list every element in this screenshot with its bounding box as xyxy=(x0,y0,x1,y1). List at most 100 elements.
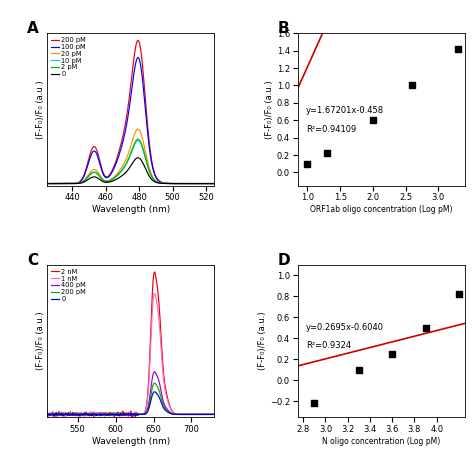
400 pM xyxy=(97,410,103,416)
400 pM xyxy=(195,411,201,417)
200 pM xyxy=(152,380,157,386)
Y-axis label: (F-F₀)/F₀ (a.u.): (F-F₀)/F₀ (a.u.) xyxy=(36,311,45,370)
2 pM xyxy=(171,181,176,186)
2 pM xyxy=(120,166,126,172)
2 pM xyxy=(143,157,149,163)
X-axis label: ORF1ab oligo concentration (Log pM): ORF1ab oligo concentration (Log pM) xyxy=(310,205,452,214)
2 nM xyxy=(85,411,91,417)
Line: 1 nM: 1 nM xyxy=(47,293,214,417)
200 pM xyxy=(175,411,181,417)
200 pM xyxy=(120,133,126,139)
Point xyxy=(304,160,311,168)
1 nM xyxy=(211,411,217,417)
0 xyxy=(98,411,103,417)
Point xyxy=(310,400,318,407)
400 pM xyxy=(91,411,97,417)
0 xyxy=(156,180,162,186)
0 xyxy=(143,167,149,173)
Line: 400 pM: 400 pM xyxy=(47,372,214,416)
100 pM xyxy=(211,181,217,186)
200 pM xyxy=(156,178,162,184)
20 pM xyxy=(156,180,162,185)
10 pM xyxy=(87,172,93,177)
10 pM xyxy=(156,180,162,186)
Line: 10 pM: 10 pM xyxy=(47,141,214,183)
10 pM xyxy=(211,181,217,186)
200 pM xyxy=(51,413,56,419)
Line: 2 pM: 2 pM xyxy=(47,139,214,183)
Line: 200 pM: 200 pM xyxy=(47,383,214,416)
200 pM xyxy=(45,181,50,186)
100 pM xyxy=(74,180,80,186)
20 pM xyxy=(143,152,149,157)
1 nM xyxy=(155,304,160,310)
100 pM xyxy=(120,139,126,145)
X-axis label: N oligo concentration (Log pM): N oligo concentration (Log pM) xyxy=(322,437,440,446)
Text: R²=0.94109: R²=0.94109 xyxy=(306,125,356,134)
200 pM xyxy=(98,411,103,417)
2 nM xyxy=(91,410,97,416)
X-axis label: Wavelength (nm): Wavelength (nm) xyxy=(91,205,170,214)
Legend: 2 nM, 1 nM, 400 pM, 200 pM, 0: 2 nM, 1 nM, 400 pM, 200 pM, 0 xyxy=(51,268,87,302)
0 xyxy=(74,181,80,186)
2 pM xyxy=(74,181,80,186)
Point xyxy=(455,291,463,298)
200 pM xyxy=(171,181,176,186)
200 pM xyxy=(143,104,149,109)
2 nM xyxy=(175,411,181,417)
2 nM xyxy=(152,269,157,275)
0 xyxy=(51,413,57,419)
20 pM xyxy=(171,181,176,186)
0 xyxy=(211,181,217,186)
Line: 0: 0 xyxy=(47,158,214,183)
200 pM xyxy=(211,411,217,417)
2 nM xyxy=(111,414,117,419)
Y-axis label: (F-F₀)/F₀ (a.u.): (F-F₀)/F₀ (a.u.) xyxy=(36,80,45,139)
200 pM xyxy=(45,411,50,417)
20 pM xyxy=(211,181,217,186)
2 nM xyxy=(195,411,201,417)
400 pM xyxy=(85,411,91,417)
2 nM xyxy=(45,410,50,415)
Line: 2 nM: 2 nM xyxy=(47,272,214,417)
0 xyxy=(152,389,157,395)
200 pM xyxy=(211,181,217,186)
10 pM xyxy=(143,158,149,164)
400 pM xyxy=(155,374,160,380)
Line: 200 pM: 200 pM xyxy=(47,40,214,183)
0 xyxy=(171,181,176,186)
Text: y=0.2695x-0.6040: y=0.2695x-0.6040 xyxy=(306,323,384,332)
Text: A: A xyxy=(27,21,39,36)
Line: 100 pM: 100 pM xyxy=(47,57,214,183)
100 pM xyxy=(156,178,162,184)
400 pM xyxy=(126,413,131,419)
1 nM xyxy=(98,411,103,417)
1 nM xyxy=(195,411,201,417)
200 pM xyxy=(155,384,160,390)
400 pM xyxy=(211,411,217,417)
2 pM xyxy=(135,137,141,142)
400 pM xyxy=(45,412,50,418)
2 nM xyxy=(155,285,160,291)
0 xyxy=(45,181,50,186)
20 pM xyxy=(45,181,50,186)
Y-axis label: (F-F₀)/F₀ (a.u.): (F-F₀)/F₀ (a.u.) xyxy=(258,311,267,370)
200 pM xyxy=(135,37,141,43)
200 pM xyxy=(86,412,91,418)
2 pM xyxy=(45,181,50,186)
Point xyxy=(409,82,416,89)
Text: D: D xyxy=(278,253,290,268)
2 pM xyxy=(211,181,217,186)
20 pM xyxy=(135,126,141,132)
2 nM xyxy=(211,411,217,417)
Text: R²=0.9324: R²=0.9324 xyxy=(306,341,351,350)
20 pM xyxy=(87,169,93,175)
10 pM xyxy=(74,181,80,186)
200 pM xyxy=(87,151,93,156)
1 nM xyxy=(92,411,98,417)
0 xyxy=(87,175,93,181)
0 xyxy=(86,412,91,418)
Point xyxy=(369,117,377,124)
Text: C: C xyxy=(27,253,38,268)
0 xyxy=(135,155,141,161)
